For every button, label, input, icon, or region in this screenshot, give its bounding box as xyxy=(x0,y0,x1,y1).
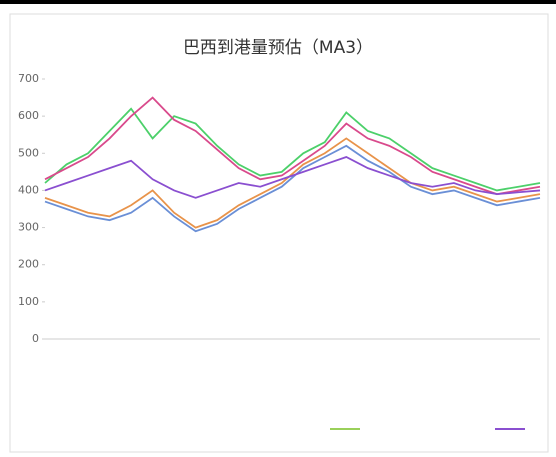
series-line xyxy=(44,107,541,192)
series-line xyxy=(44,144,541,233)
chart-title: 巴西到港量预估（MA3） xyxy=(183,38,373,58)
y-tick-label: 300 xyxy=(18,221,39,234)
y-tick-label: 700 xyxy=(18,72,39,85)
chart-card xyxy=(9,13,549,453)
chart: 巴西到港量预估（MA3） 0 100 200 300 400 500 600 700 xyxy=(9,13,549,453)
y-tick-label: 400 xyxy=(18,183,39,196)
y-tick-label: 600 xyxy=(18,109,39,122)
y-tick-label: 0 xyxy=(32,332,39,345)
y-tick-label: 500 xyxy=(18,146,39,159)
series-line xyxy=(44,96,541,196)
y-tick-label: 200 xyxy=(18,258,39,271)
y-tick-label: 100 xyxy=(18,295,39,308)
series-line xyxy=(44,156,541,199)
series-line xyxy=(44,137,541,229)
